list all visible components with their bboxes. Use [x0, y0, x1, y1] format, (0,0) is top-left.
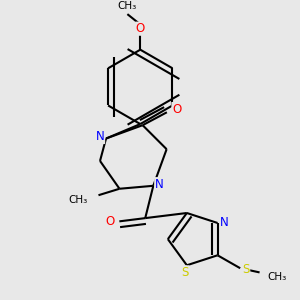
Text: O: O — [136, 22, 145, 35]
Text: S: S — [242, 263, 250, 276]
Text: N: N — [220, 215, 229, 229]
Text: CH₃: CH₃ — [118, 1, 137, 11]
Text: CH₃: CH₃ — [68, 195, 87, 205]
Text: N: N — [155, 178, 164, 191]
Text: S: S — [182, 266, 189, 279]
Text: O: O — [106, 215, 115, 228]
Text: O: O — [172, 103, 181, 116]
Text: CH₃: CH₃ — [268, 272, 287, 282]
Text: N: N — [96, 130, 105, 143]
